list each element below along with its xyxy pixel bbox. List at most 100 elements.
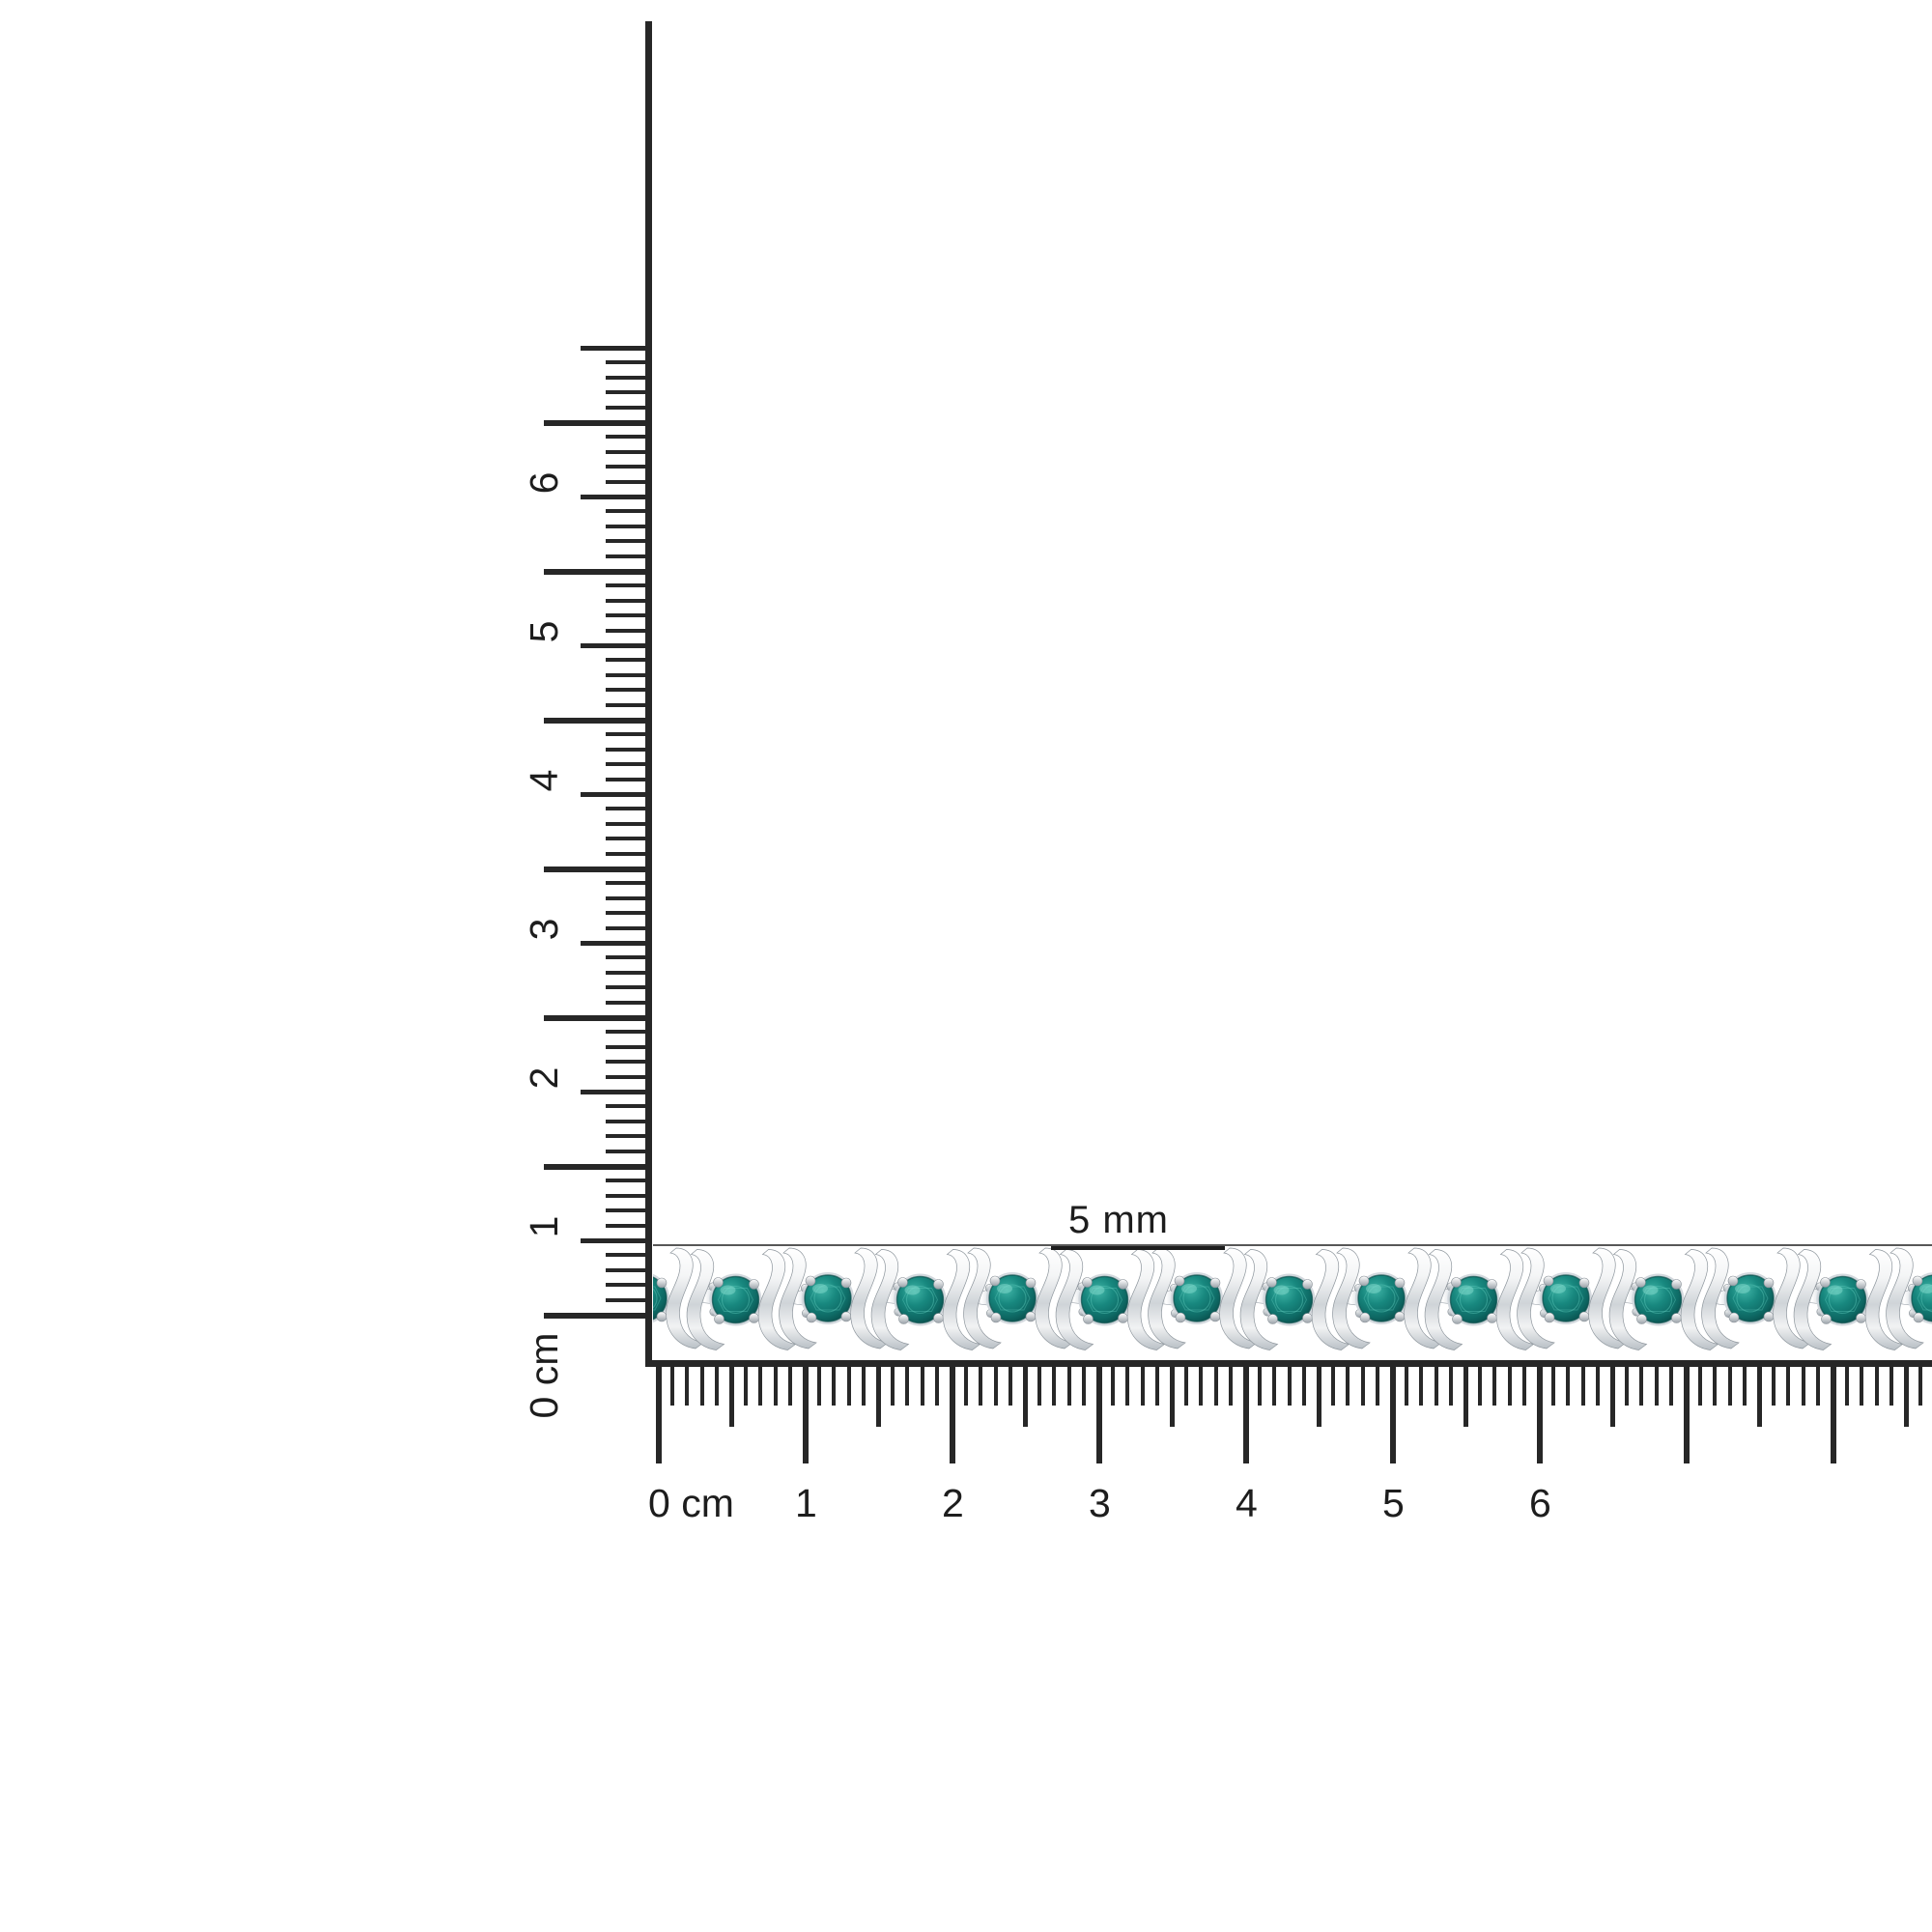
horizontal-tick-half (1023, 1367, 1028, 1427)
horizontal-tick-minor (1727, 1367, 1732, 1406)
horizontal-tick-minor (670, 1367, 675, 1406)
five-mm-measure: 5 mm (1051, 1190, 1225, 1250)
vertical-ruler-label-0: 0 cm (522, 1332, 566, 1419)
horizontal-tick-major (1537, 1367, 1543, 1463)
horizontal-tick-minor (1625, 1367, 1630, 1406)
horizontal-tick-major (1390, 1367, 1396, 1463)
vertical-tick-minor (606, 375, 652, 380)
horizontal-tick-minor (1889, 1367, 1893, 1406)
vertical-tick-minor (606, 762, 652, 767)
horizontal-tick-minor (1184, 1367, 1189, 1406)
horizontal-tick-minor (905, 1367, 910, 1406)
vertical-tick-minor (606, 807, 652, 811)
horizontal-tick-minor (1111, 1367, 1116, 1406)
vertical-tick-minor (606, 1000, 652, 1005)
horizontal-tick-minor (1052, 1367, 1057, 1406)
horizontal-tick-minor (1492, 1367, 1497, 1406)
horizontal-tick-minor (1008, 1367, 1012, 1406)
vertical-tick-minor (606, 777, 652, 781)
vertical-tick-minor (606, 1030, 652, 1035)
vertical-tick-half (581, 643, 652, 648)
horizontal-tick-minor (1566, 1367, 1571, 1406)
vertical-tick-minor (606, 821, 652, 826)
horizontal-tick-minor (817, 1367, 822, 1406)
vertical-tick-minor (606, 465, 652, 469)
vertical-tick-half (581, 1238, 652, 1243)
horizontal-tick-minor (1140, 1367, 1145, 1406)
horizontal-ruler-spine (645, 1360, 1932, 1367)
vertical-tick-minor (606, 1119, 652, 1123)
horizontal-tick-minor (1815, 1367, 1820, 1406)
vertical-tick-minor (606, 583, 652, 588)
horizontal-tick-minor (1874, 1367, 1879, 1406)
vertical-tick-minor (606, 628, 652, 633)
vertical-tick-half (581, 941, 652, 946)
horizontal-tick-minor (993, 1367, 998, 1406)
vertical-tick-minor (606, 509, 652, 514)
horizontal-tick-half (1463, 1367, 1468, 1427)
horizontal-tick-minor (964, 1367, 969, 1406)
vertical-tick-minor (606, 925, 652, 930)
vertical-ruler-label-6: 6 (522, 471, 566, 495)
vertical-tick-half (581, 792, 652, 797)
vertical-tick-minor (606, 554, 652, 558)
horizontal-tick-minor (1301, 1367, 1306, 1406)
horizontal-tick-major (656, 1367, 662, 1463)
horizontal-tick-minor (1081, 1367, 1086, 1406)
horizontal-tick-half (1317, 1367, 1321, 1427)
vertical-tick-minor (606, 672, 652, 677)
horizontal-tick-minor (1654, 1367, 1659, 1406)
vertical-ruler-label-2: 2 (522, 1066, 566, 1090)
vertical-tick-minor (606, 1044, 652, 1049)
horizontal-tick-minor (1772, 1367, 1776, 1406)
vertical-tick-minor (606, 881, 652, 886)
horizontal-tick-minor (1668, 1367, 1673, 1406)
horizontal-tick-minor (1507, 1367, 1512, 1406)
vertical-tick-minor (606, 360, 652, 365)
vertical-ruler-label-1: 1 (522, 1215, 566, 1238)
horizontal-tick-half (1904, 1367, 1909, 1427)
bracelet-link (1885, 1247, 1932, 1350)
vertical-tick-minor (606, 911, 652, 916)
horizontal-tick-minor (1639, 1367, 1644, 1406)
horizontal-tick-major (1684, 1367, 1690, 1463)
vertical-tick-minor (606, 732, 652, 737)
vertical-tick-minor (606, 1267, 652, 1272)
horizontal-tick-half (1170, 1367, 1175, 1427)
horizontal-tick-minor (685, 1367, 690, 1406)
vertical-tick-minor (606, 658, 652, 663)
vertical-ruler-spine (645, 21, 652, 1364)
horizontal-tick-minor (1698, 1367, 1703, 1406)
bracelet-graphic (653, 1247, 1932, 1351)
vertical-tick-minor (606, 1074, 652, 1079)
horizontal-ruler-label-6: 6 (1529, 1481, 1551, 1525)
vertical-tick-minor (606, 1104, 652, 1109)
vertical-tick-minor (606, 955, 652, 960)
vertical-tick-major (544, 867, 652, 872)
horizontal-tick-minor (832, 1367, 837, 1406)
horizontal-tick-minor (1213, 1367, 1218, 1406)
horizontal-tick-minor (1346, 1367, 1350, 1406)
horizontal-tick-minor (920, 1367, 924, 1406)
horizontal-tick-minor (934, 1367, 939, 1406)
vertical-tick-minor (606, 747, 652, 752)
horizontal-tick-minor (1786, 1367, 1791, 1406)
vertical-ruler-label-3: 3 (522, 918, 566, 941)
vertical-tick-minor (606, 1297, 652, 1302)
vertical-tick-minor (606, 524, 652, 528)
five-mm-label: 5 mm (1068, 1199, 1169, 1241)
five-mm-line (1051, 1246, 1225, 1250)
horizontal-tick-minor (714, 1367, 719, 1406)
vertical-tick-minor (606, 1060, 652, 1065)
horizontal-tick-minor (1713, 1367, 1718, 1406)
vertical-tick-minor (606, 405, 652, 410)
vertical-tick-minor (606, 1208, 652, 1213)
vertical-tick-major (544, 569, 652, 575)
horizontal-ruler-label-3: 3 (1089, 1481, 1111, 1525)
horizontal-tick-minor (979, 1367, 983, 1406)
vertical-ruler-label-5: 5 (522, 620, 566, 643)
horizontal-tick-minor (1154, 1367, 1159, 1406)
horizontal-tick-half (876, 1367, 881, 1427)
vertical-tick-minor (606, 390, 652, 395)
